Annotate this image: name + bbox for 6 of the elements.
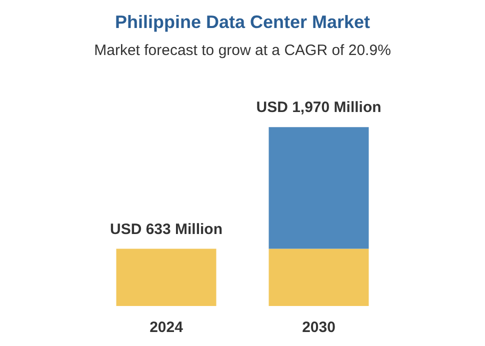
total-label: USD 633 Million [110, 220, 223, 238]
x-tick-label: 2024 [150, 319, 184, 336]
chart-title: Philippine Data Center Market [114, 12, 370, 32]
chart-subtitle: Market forecast to grow at a CAGR of 20.9% [94, 42, 391, 59]
total-label: USD 1,970 Million [256, 99, 382, 116]
x-tick-label: 2030 [302, 319, 336, 336]
